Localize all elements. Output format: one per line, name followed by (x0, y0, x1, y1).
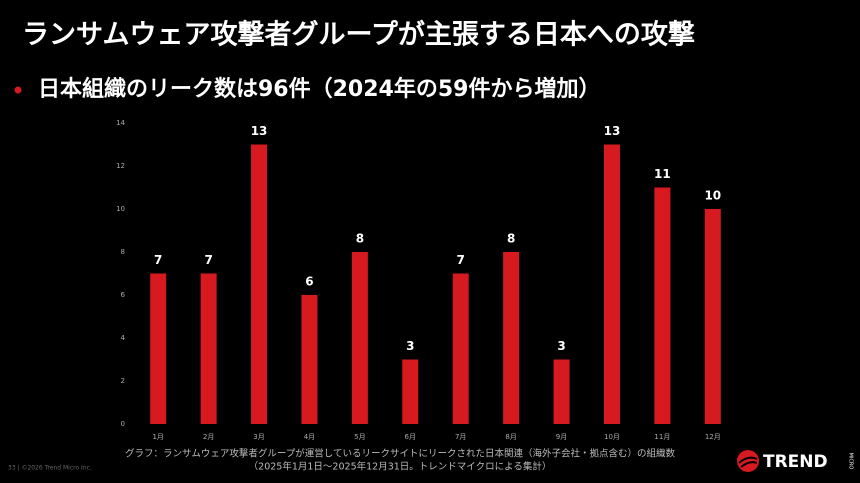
value-label: 3 (557, 339, 565, 353)
bar (603, 144, 620, 424)
bar (452, 273, 469, 424)
slide-title: ランサムウェア攻撃者グループが主張する日本への攻撃 (22, 19, 695, 51)
page-number: 33 | ©2026 Trend Micro Inc. (8, 465, 92, 472)
value-label: 6 (305, 275, 313, 289)
bar (503, 252, 520, 424)
y-tick-label: 8 (121, 248, 125, 256)
y-tick-label: 14 (116, 119, 125, 127)
x-tick-label: 3月 (253, 433, 264, 441)
value-label: 7 (204, 253, 212, 267)
value-label: 3 (406, 339, 414, 353)
x-tick-label: 7月 (455, 433, 466, 441)
bar (301, 295, 318, 424)
logo-sub: MICRO (848, 453, 854, 470)
value-label: 13 (604, 124, 621, 138)
value-label: 8 (356, 232, 364, 246)
x-tick-label: 5月 (354, 433, 365, 441)
bar (654, 187, 671, 424)
value-label: 10 (704, 189, 721, 203)
bar (251, 144, 268, 424)
x-tick-label: 2月 (203, 433, 214, 441)
bar (200, 273, 217, 424)
y-tick-label: 10 (116, 205, 125, 213)
logo-text: TREND (763, 452, 828, 472)
bar (351, 252, 368, 424)
value-label: 7 (154, 253, 162, 267)
value-label: 11 (654, 167, 671, 181)
x-tick-label: 1月 (152, 433, 163, 441)
y-tick-label: 4 (121, 334, 126, 342)
x-tick-label: 8月 (505, 433, 516, 441)
bar (402, 359, 419, 424)
footnote: （2025年1月1日～2025年12月31日。トレンドマイクロによる集計） (249, 461, 552, 473)
y-tick-label: 0 (121, 420, 125, 428)
x-tick-label: 9月 (556, 433, 567, 441)
bar (704, 209, 721, 424)
y-tick-label: 6 (121, 291, 126, 299)
value-label: 8 (507, 232, 515, 246)
value-label: 7 (457, 253, 465, 267)
logo: TREND MICRO (737, 450, 854, 472)
bullet-text: 日本組織のリーク数は96件（2024年の59件から増加） (38, 76, 600, 102)
x-tick-label: 10月 (604, 433, 620, 441)
x-tick-label: 12月 (705, 433, 721, 441)
x-tick-label: 11月 (654, 433, 670, 441)
footnote: グラフ：ランサムウェア攻撃者グループが運営しているリークサイトにリークされた日本… (125, 448, 675, 460)
bar (553, 359, 570, 424)
y-tick-label: 2 (121, 377, 125, 385)
bullet-dot (14, 86, 22, 94)
y-tick-label: 12 (116, 162, 125, 170)
x-tick-label: 4月 (304, 433, 315, 441)
bar (150, 273, 167, 424)
x-tick-label: 6月 (405, 433, 416, 441)
logo-swoosh (738, 456, 758, 468)
value-label: 13 (251, 124, 268, 138)
